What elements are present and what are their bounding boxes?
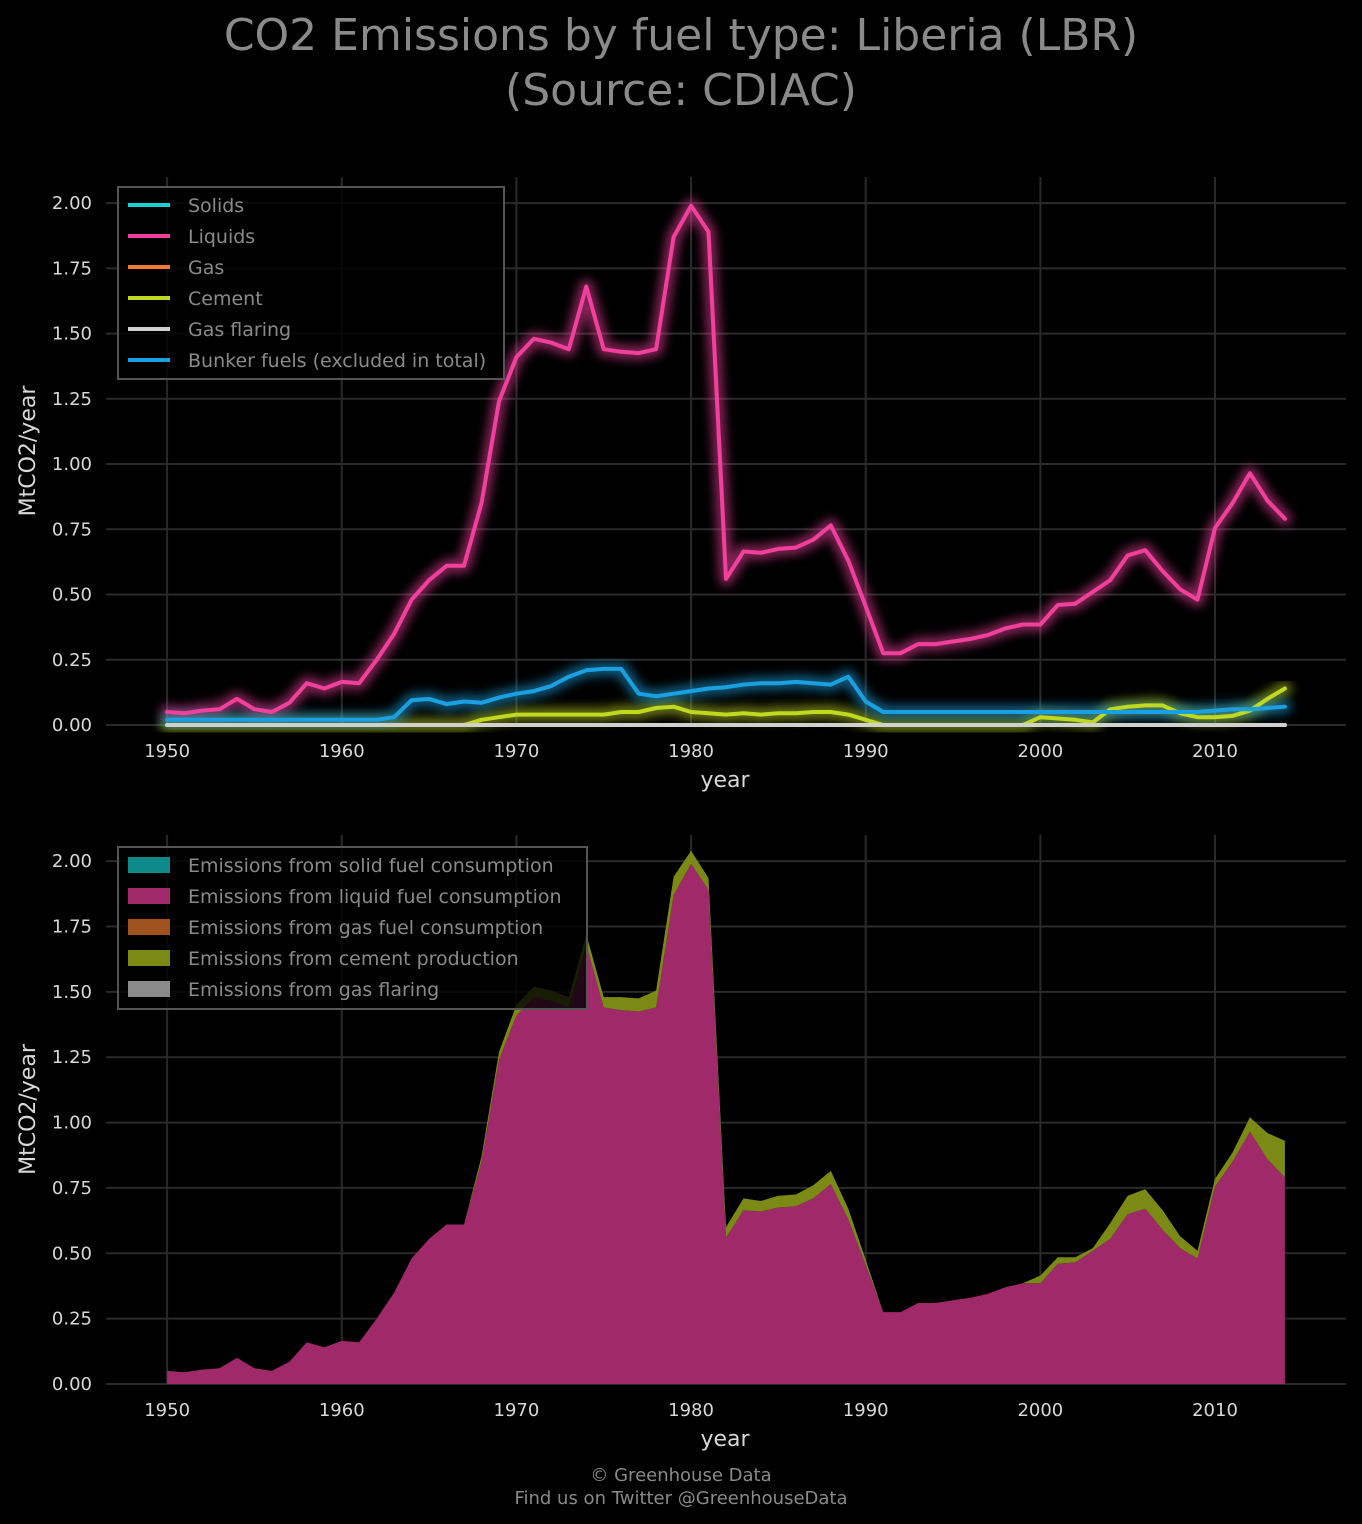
y-tick-label: 0.75	[52, 1178, 92, 1199]
legend-box	[117, 186, 505, 380]
x-tick-label: 1970	[494, 741, 540, 762]
legend-label: Liquids	[188, 226, 255, 248]
legend-label: Emissions from cement production	[188, 948, 519, 970]
legend-label: Emissions from liquid fuel consumption	[188, 886, 562, 908]
chart-title: CO2 Emissions by fuel type: Liberia (LBR…	[0, 8, 1362, 118]
x-tick-label: 1950	[144, 741, 190, 762]
footer-twitter: Find us on Twitter @GreenhouseData	[514, 1488, 848, 1509]
legend-label: Solids	[188, 195, 244, 217]
y-tick-label: 0.00	[52, 715, 92, 736]
y-tick-label: 1.50	[52, 982, 92, 1003]
legend-label: Emissions from gas flaring	[188, 979, 439, 1001]
y-tick-label: 0.25	[52, 650, 92, 671]
x-axis-label: year	[700, 1427, 750, 1452]
area-liquids_fill	[167, 863, 1285, 1384]
legend: Emissions from solid fuel consumption Emi…	[117, 846, 588, 1010]
line-chart: 1950 1960 1970 1980 1990 2000 2010 0.00 0.25 0.50…	[16, 177, 1346, 793]
legend-swatch-gas_fill	[128, 919, 170, 935]
footer: © Greenhouse Data Find us on Twitter @Gr…	[0, 1464, 1362, 1510]
legend-label: Bunker fuels (excluded in total)	[188, 350, 486, 372]
y-tick-label: 1.00	[52, 1113, 92, 1134]
y-tick-label: 1.75	[52, 258, 92, 279]
legend-label: Emissions from gas fuel consumption	[188, 917, 543, 939]
y-tick-label: 1.25	[52, 1047, 92, 1068]
footer-copyright: © Greenhouse Data	[590, 1465, 772, 1486]
x-tick-label: 1990	[843, 741, 889, 762]
y-axis-label: MtCO2/year	[16, 385, 41, 517]
y-tick-label: 0.50	[52, 585, 92, 606]
legend-swatch-cement_fill	[128, 950, 170, 966]
y-axis-label: MtCO2/year	[16, 1043, 41, 1175]
y-tick-label: 0.25	[52, 1309, 92, 1330]
y-tick-label: 2.00	[52, 851, 92, 872]
x-tick-label: 1980	[668, 741, 714, 762]
x-tick-label: 2000	[1017, 741, 1063, 762]
y-tick-label: 1.75	[52, 917, 92, 938]
y-tick-label: 1.25	[52, 389, 92, 410]
y-tick-label: 0.00	[52, 1374, 92, 1395]
x-tick-label: 1970	[494, 1400, 540, 1421]
x-tick-label: 1960	[319, 741, 365, 762]
legend-label: Gas	[188, 257, 224, 279]
stacked-area-chart: 1950 1960 1970 1980 1990 2000 2010 0.00 0.25 0.50…	[16, 835, 1346, 1452]
y-tick-label: 0.50	[52, 1243, 92, 1264]
y-tick-label: 0.75	[52, 519, 92, 540]
chart-title-line-1: CO2 Emissions by fuel type: Liberia (LBR…	[223, 10, 1139, 61]
legend-swatch-solids_fill	[128, 857, 170, 873]
legend-label: Emissions from solid fuel consumption	[188, 855, 554, 877]
x-tick-label: 1960	[319, 1400, 365, 1421]
legend: Solids Liquids Gas Cement Gas flaring Bunker …	[117, 186, 505, 380]
series-line-liquids	[165, 203, 1287, 716]
chart-title-line-2: (Source: CDIAC)	[505, 65, 857, 116]
x-tick-label: 2000	[1017, 1400, 1063, 1421]
legend-swatch-flaring_fill	[128, 981, 170, 997]
x-tick-label: 1990	[843, 1400, 889, 1421]
series-line-bunker	[165, 666, 1287, 722]
x-tick-label: 1980	[668, 1400, 714, 1421]
x-tick-label: 1950	[144, 1400, 190, 1421]
x-axis-label: year	[700, 768, 750, 793]
x-tick-label: 2010	[1192, 741, 1238, 762]
y-tick-label: 1.50	[52, 324, 92, 345]
legend-label: Cement	[188, 288, 263, 310]
legend-box	[117, 846, 588, 1010]
legend-swatch-liquids_fill	[128, 888, 170, 904]
y-tick-label: 1.00	[52, 454, 92, 475]
y-tick-label: 2.00	[52, 193, 92, 214]
legend-label: Gas flaring	[188, 319, 291, 341]
x-tick-label: 2010	[1192, 1400, 1238, 1421]
